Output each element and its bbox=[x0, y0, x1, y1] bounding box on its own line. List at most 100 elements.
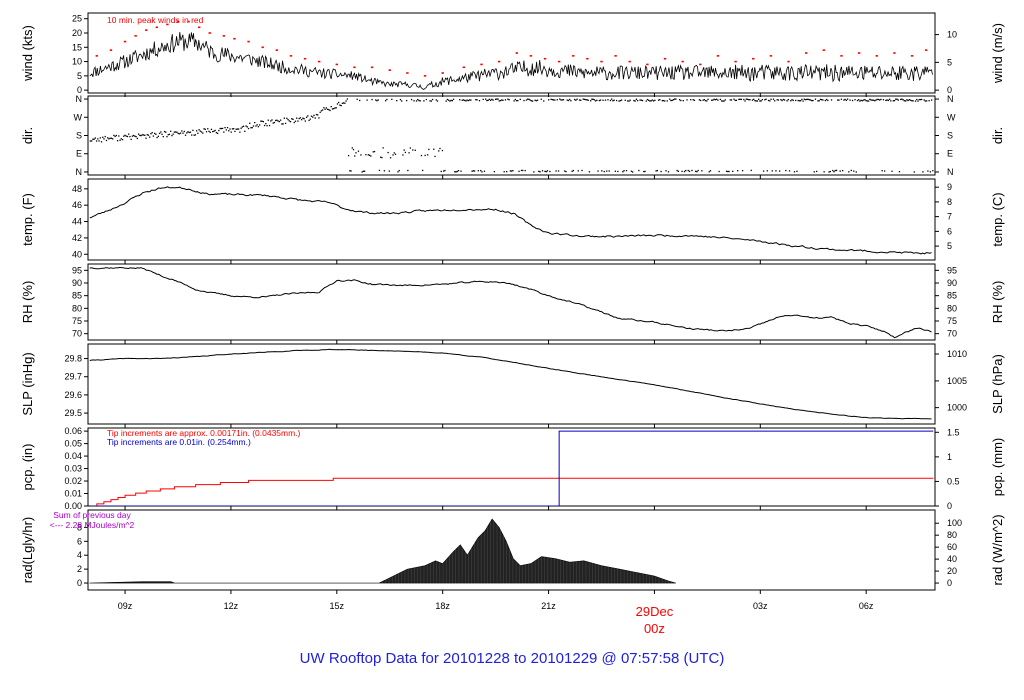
dir-point bbox=[907, 99, 909, 102]
dir-point bbox=[277, 120, 279, 122]
wind-frame bbox=[87, 12, 936, 94]
dir-point bbox=[434, 155, 436, 158]
rad-data bbox=[89, 518, 676, 584]
dir-point bbox=[716, 98, 718, 100]
dir-point bbox=[692, 99, 694, 101]
dir-point bbox=[644, 170, 646, 173]
dir-point bbox=[447, 99, 450, 101]
dir-point bbox=[864, 98, 866, 101]
dir-point bbox=[829, 170, 831, 173]
pcp-data bbox=[89, 430, 934, 506]
wind-annotation: 10 min. peak winds in red bbox=[107, 15, 204, 25]
dir-point bbox=[452, 98, 455, 100]
dir-point bbox=[926, 100, 928, 102]
dir-point bbox=[914, 100, 917, 102]
dir-point bbox=[825, 98, 828, 101]
dir-point bbox=[897, 99, 899, 101]
dir-point bbox=[670, 99, 672, 102]
dir-point bbox=[443, 170, 445, 172]
dir-point bbox=[514, 98, 516, 101]
rad-right-tick-label: 60 bbox=[947, 542, 957, 552]
wind-ylabel-left: wind (kts) bbox=[20, 25, 35, 82]
dir-point bbox=[465, 100, 467, 102]
dir-point bbox=[598, 99, 600, 102]
rh-right-tick-label: 75 bbox=[947, 316, 957, 326]
dir-point bbox=[471, 170, 473, 172]
dir-point bbox=[417, 98, 419, 101]
dir-point bbox=[882, 99, 885, 101]
dir-point bbox=[703, 98, 705, 101]
dir-point bbox=[455, 171, 457, 173]
temp-left-tick-label: 42 bbox=[72, 233, 82, 243]
dir-point bbox=[468, 99, 471, 101]
dir-point bbox=[375, 99, 377, 101]
dir-point bbox=[561, 99, 563, 101]
dir-point bbox=[293, 121, 295, 124]
dir-point bbox=[104, 135, 106, 138]
dir-point bbox=[485, 98, 487, 100]
dir-point bbox=[572, 169, 575, 172]
dir-point bbox=[233, 128, 235, 130]
x-tick-label: 18z bbox=[435, 601, 450, 611]
pcp-right-tick-label: 1.5 bbox=[947, 427, 960, 437]
dir-point bbox=[795, 99, 797, 102]
dir-point bbox=[410, 98, 413, 101]
dir-point bbox=[305, 116, 308, 118]
dir-point bbox=[346, 98, 348, 100]
dir-point bbox=[800, 100, 802, 102]
dir-point bbox=[720, 100, 723, 102]
wind-left-tick-label: 5 bbox=[77, 71, 82, 81]
dir-point bbox=[785, 169, 787, 172]
dir-point bbox=[451, 100, 453, 102]
dir-point bbox=[372, 151, 374, 153]
rad-left-tick-label: 0 bbox=[77, 578, 82, 588]
dir-point bbox=[546, 170, 549, 172]
dir-point bbox=[136, 137, 139, 140]
dir-point bbox=[913, 171, 915, 173]
dir-point bbox=[895, 98, 897, 100]
dir-point bbox=[536, 99, 539, 101]
dir-point bbox=[99, 137, 101, 139]
dir-point bbox=[114, 135, 116, 138]
wind-peak-point bbox=[681, 60, 684, 63]
dir-point bbox=[919, 98, 922, 101]
dir-point bbox=[901, 98, 903, 100]
dir-point bbox=[832, 169, 834, 172]
dir-point bbox=[428, 148, 430, 151]
dir-point bbox=[583, 98, 586, 101]
dir-point bbox=[179, 132, 182, 134]
slp-left-tick-label: 29.5 bbox=[64, 408, 82, 418]
temp-frame bbox=[87, 178, 936, 261]
dir-point bbox=[622, 171, 624, 173]
rh-left-tick-label: 85 bbox=[72, 291, 82, 301]
rad-left-tick-label: 4 bbox=[77, 550, 82, 560]
dir-point bbox=[244, 130, 246, 132]
dir-point bbox=[672, 99, 675, 101]
dir-point bbox=[833, 171, 835, 173]
dir-point bbox=[456, 170, 458, 173]
wind-peak-point bbox=[875, 55, 878, 57]
dir-point bbox=[927, 170, 929, 172]
dir-point bbox=[898, 171, 901, 173]
dir-point bbox=[855, 171, 857, 173]
dir-point bbox=[100, 141, 103, 143]
dir-point bbox=[156, 136, 158, 139]
dir-point bbox=[493, 170, 495, 173]
rad-right-tick-label: 20 bbox=[947, 566, 957, 576]
dir-point bbox=[113, 134, 115, 137]
dir-point bbox=[892, 100, 894, 102]
dir-point bbox=[396, 100, 398, 102]
dir-point bbox=[577, 170, 579, 172]
wind-peak-point bbox=[462, 66, 466, 69]
dir-point bbox=[261, 120, 263, 122]
dir-point bbox=[817, 100, 819, 102]
x-tick-label: 15z bbox=[330, 601, 345, 611]
dir-point bbox=[267, 119, 269, 121]
dir-point bbox=[472, 170, 474, 172]
dir-point bbox=[312, 116, 314, 118]
dir-point bbox=[562, 99, 565, 101]
dir-point bbox=[302, 117, 304, 119]
dir-point bbox=[502, 99, 504, 101]
dir-point bbox=[779, 170, 781, 172]
dir-point bbox=[643, 170, 645, 173]
